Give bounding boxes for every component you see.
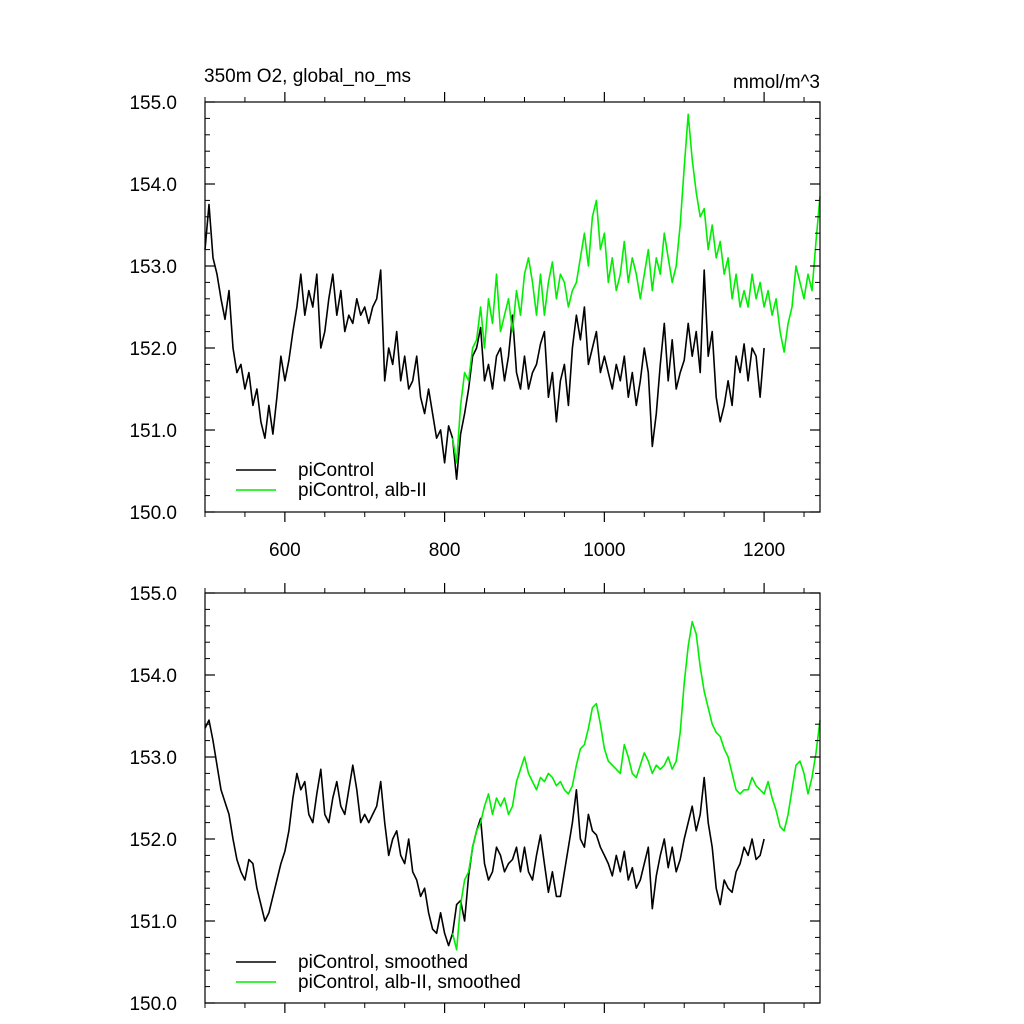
bottom-ticks (204, 583, 820, 1013)
y-tick-label: 154.0 (129, 666, 177, 687)
top-panel-title: 350m O2, global_no_ms (204, 66, 411, 87)
top-legend-label-alb: piControl, alb-II (298, 480, 427, 501)
top-x-tick-labels: 600 800 1000 1200 (269, 540, 785, 561)
top-ticks (204, 92, 820, 522)
x-tick-label: 1200 (743, 540, 785, 561)
top-legend: piControl piControl, alb-II (236, 460, 427, 501)
series-line-picontrol (204, 203, 765, 481)
bottom-y-tick-labels: 150.0 151.0 152.0 153.0 154.0 155.0 (129, 584, 177, 1015)
bottom-legend-label-alb-smoothed: piControl, alb-II, smoothed (298, 972, 521, 993)
y-tick-label: 152.0 (129, 339, 177, 360)
y-tick-label: 154.0 (129, 175, 177, 196)
top-series-group (204, 113, 821, 481)
top-y-tick-labels: 150.0 151.0 152.0 153.0 154.0 155.0 (129, 93, 177, 524)
top-panel-units: mmol/m^3 (733, 72, 820, 93)
top-legend-label-piControl: piControl (298, 460, 374, 481)
x-tick-label: 800 (429, 540, 461, 561)
y-tick-label: 155.0 (129, 584, 177, 605)
x-tick-label: 1000 (583, 540, 625, 561)
top-panel: 350m O2, global_no_ms mmol/m^3 150.0 151.… (129, 66, 821, 561)
y-tick-label: 155.0 (129, 93, 177, 114)
y-tick-label: 151.0 (129, 912, 177, 933)
x-tick-label: 600 (269, 540, 301, 561)
y-tick-label: 150.0 (129, 503, 177, 524)
bottom-plot-frame (204, 592, 821, 1004)
y-tick-label: 152.0 (129, 830, 177, 851)
bottom-series-group (204, 620, 821, 951)
top-plot-frame (204, 101, 821, 513)
bottom-legend-label-piControl-smoothed: piControl, smoothed (298, 952, 468, 973)
series-line-picontrol-alb-ii (451, 113, 821, 464)
series-line-picontrol-smoothed (204, 719, 765, 947)
y-tick-label: 153.0 (129, 748, 177, 769)
y-tick-label: 150.0 (129, 994, 177, 1015)
bottom-legend: piControl, smoothed piControl, alb-II, s… (236, 952, 521, 993)
series-line-picontrol-alb-ii-smoothed (451, 620, 821, 951)
y-tick-label: 153.0 (129, 257, 177, 278)
bottom-panel: 150.0 151.0 152.0 153.0 154.0 155.0 piControl… (129, 583, 821, 1015)
y-tick-label: 151.0 (129, 421, 177, 442)
